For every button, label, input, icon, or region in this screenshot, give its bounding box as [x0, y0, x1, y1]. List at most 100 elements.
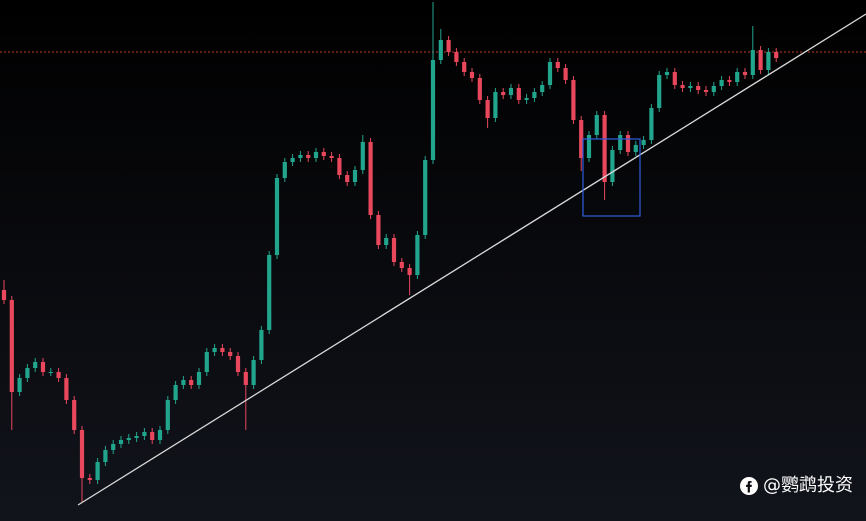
candle-body — [501, 92, 506, 95]
candle-body — [368, 142, 373, 215]
candle-body — [415, 235, 420, 275]
candle-body — [56, 372, 61, 378]
candle-body — [672, 72, 677, 85]
candle-body — [657, 75, 662, 108]
candle-body — [306, 155, 311, 158]
candle-body — [688, 86, 693, 88]
candle-body — [586, 135, 592, 158]
candle-body — [235, 356, 241, 372]
candles — [1, 2, 779, 503]
candle-body — [391, 238, 397, 262]
candle-body — [25, 368, 30, 378]
candle-body — [750, 50, 755, 75]
candle-body — [1, 290, 7, 300]
candle-body — [196, 372, 202, 385]
watermark: @鹦鹉投资 — [740, 475, 853, 496]
candle-body — [321, 152, 326, 156]
candle-body — [524, 98, 529, 100]
candle-body — [508, 88, 514, 95]
candle-body — [79, 430, 85, 478]
candle-body — [516, 88, 521, 100]
candle-body — [399, 262, 404, 268]
candle-body — [680, 85, 685, 88]
candle-body — [33, 362, 38, 368]
candle-body — [696, 86, 701, 90]
candle-body — [610, 150, 615, 182]
candle-body — [540, 85, 545, 92]
candle-body — [376, 215, 381, 245]
candle-body — [251, 360, 256, 385]
candle-body — [290, 158, 295, 162]
candle-body — [150, 432, 155, 440]
candle-body — [274, 178, 280, 255]
trend-line — [77, 13, 866, 506]
candle-body — [633, 145, 638, 152]
candle-body — [766, 52, 771, 70]
candle-body — [493, 92, 498, 118]
candle-body — [438, 40, 443, 60]
candle-body — [142, 432, 147, 436]
candle-body — [181, 380, 186, 385]
candle-body — [64, 378, 69, 400]
candle-body — [469, 72, 475, 78]
candle-body — [118, 440, 124, 444]
candle-body — [313, 152, 319, 158]
candle-body — [298, 155, 303, 158]
candle-body — [618, 135, 623, 150]
candle-body — [555, 62, 560, 68]
candle-body — [267, 255, 272, 330]
candle-body — [742, 72, 748, 75]
candle-body — [204, 352, 209, 372]
candle-body — [547, 62, 553, 85]
candle-body — [462, 62, 467, 72]
candle-body — [134, 436, 139, 438]
candle-body — [48, 372, 53, 373]
candle-body — [430, 60, 436, 160]
candle-body — [352, 170, 358, 182]
candle-body — [103, 450, 108, 462]
candle-body — [649, 108, 654, 140]
candle-body — [719, 80, 724, 86]
candle-body — [594, 115, 599, 135]
highlight-box — [582, 138, 641, 217]
candle-body — [774, 52, 779, 58]
candle-body — [711, 86, 716, 92]
watermark-text: @鹦鹉投资 — [763, 475, 853, 496]
candle-body — [72, 400, 77, 430]
candle-body — [454, 52, 459, 62]
candle-body — [407, 268, 412, 275]
candle-body — [579, 120, 584, 158]
candle-body — [9, 300, 14, 392]
candle-body — [345, 175, 350, 182]
candle-body — [40, 362, 46, 372]
candle-body — [641, 140, 646, 145]
candle-body — [165, 400, 170, 430]
candle-body — [111, 444, 116, 450]
candle-body — [337, 158, 342, 175]
facebook-glyph — [746, 481, 752, 493]
candle-body — [189, 380, 194, 385]
candle-body — [173, 385, 178, 400]
candle-body — [735, 72, 740, 82]
candle-body — [703, 90, 709, 92]
candle-body — [664, 72, 670, 75]
candle-body — [17, 378, 22, 392]
candle-body — [220, 348, 225, 352]
candle-body — [563, 68, 568, 80]
candle-body — [282, 162, 287, 178]
candle-body — [228, 352, 233, 356]
candle-body — [212, 348, 217, 352]
candle-body — [758, 50, 763, 70]
candle-body — [259, 330, 264, 360]
candle-body — [571, 80, 576, 120]
candle-body — [423, 160, 428, 235]
candle-body — [384, 238, 389, 245]
candle-body — [243, 372, 248, 385]
candle-body — [95, 462, 100, 480]
candle-body — [485, 100, 490, 118]
candle-body — [87, 478, 92, 480]
candle-body — [329, 156, 334, 158]
candle-body — [126, 438, 131, 440]
candle-body — [727, 80, 732, 82]
